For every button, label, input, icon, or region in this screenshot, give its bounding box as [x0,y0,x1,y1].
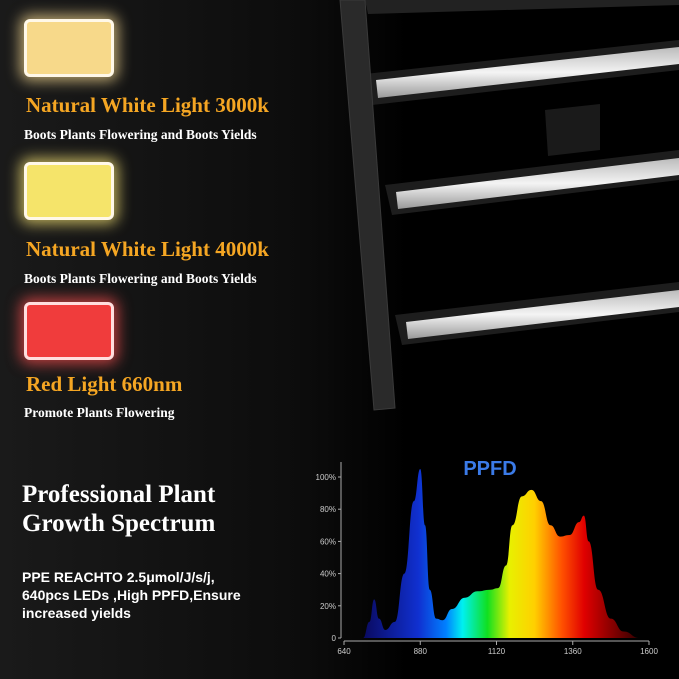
y-tick-label: 80% [320,505,336,514]
description: PPE REACHTO 2.5μmol/J/s/j, 640pcs LEDs ,… [22,568,302,622]
chart-title: PPFD [463,458,516,480]
y-tick-label: 40% [320,570,336,579]
x-tick-label: 1360 [564,647,582,656]
fixture-side-rail [339,0,396,411]
feature-subtitle: Promote Plants Flowering [24,405,175,420]
led-strip [385,150,679,215]
heading: Professional Plant Growth Spectrum [22,480,215,538]
x-tick-label: 640 [337,647,351,656]
feature-title: Natural White Light 4000k [26,237,269,261]
white-4000k-swatch [24,162,114,220]
x-tick-label: 880 [414,647,428,656]
feature-title: Natural White Light 3000k [26,93,269,117]
y-tick-label: 20% [320,602,336,611]
led-strip [365,40,679,105]
description-line: 640pcs LEDs ,High PPFD,Ensure [22,587,241,603]
spectrum-chart: 0 20% 40% 60% 80% 100% 640 880 1120 1360 1600 PPFD [316,458,659,656]
description-line: PPE REACHTO 2.5μmol/J/s/j, [22,569,215,585]
y-tick-label: 100% [316,473,336,482]
y-tick-label: 60% [320,537,336,546]
x-tick-label: 1120 [488,647,506,656]
feature-title: Red Light 660nm [26,372,183,396]
red-660nm-swatch [24,302,114,360]
spectrum-area [363,468,640,638]
led-strip [395,282,679,345]
x-tick-label: 1600 [640,647,658,656]
white-3000k-swatch [24,19,114,77]
heading-line: Professional Plant [22,481,216,508]
fixture-top-bar [365,0,679,14]
feature-subtitle: Boots Plants Flowering and Boots Yields [24,271,257,286]
driver-box [545,104,600,156]
feature-subtitle: Boots Plants Flowering and Boots Yields [24,127,257,142]
heading-line: Growth Spectrum [22,510,216,537]
y-tick-label: 0 [332,634,337,643]
description-line: increased yields [22,605,131,621]
